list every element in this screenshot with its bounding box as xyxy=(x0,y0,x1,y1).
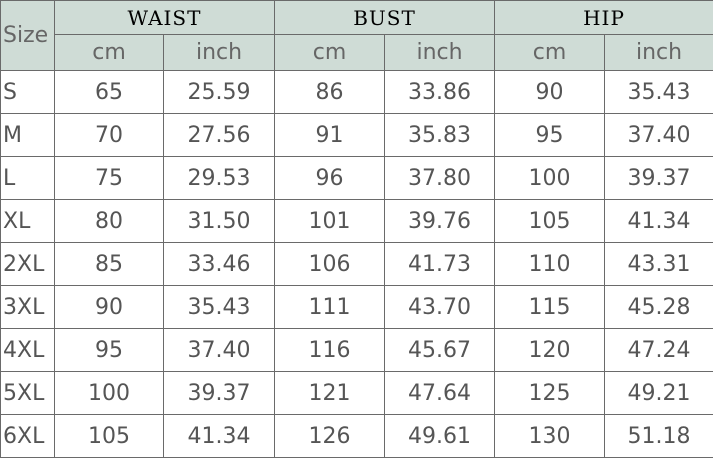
value-cell: 80 xyxy=(55,200,164,243)
value-cell: 95 xyxy=(55,329,164,372)
value-cell: 91 xyxy=(275,114,385,157)
unit-inch: inch xyxy=(605,35,713,71)
value-cell: 25.59 xyxy=(164,71,275,114)
size-cell: 6XL xyxy=(1,415,55,458)
value-cell: 45.28 xyxy=(605,286,713,329)
value-cell: 85 xyxy=(55,243,164,286)
value-cell: 49.61 xyxy=(385,415,495,458)
value-cell: 41.34 xyxy=(164,415,275,458)
value-cell: 39.37 xyxy=(605,157,713,200)
value-cell: 105 xyxy=(495,200,605,243)
value-cell: 101 xyxy=(275,200,385,243)
value-cell: 49.21 xyxy=(605,372,713,415)
value-cell: 35.43 xyxy=(605,71,713,114)
value-cell: 115 xyxy=(495,286,605,329)
value-cell: 70 xyxy=(55,114,164,157)
size-header: Size xyxy=(1,1,55,71)
value-cell: 39.37 xyxy=(164,372,275,415)
value-cell: 121 xyxy=(275,372,385,415)
value-cell: 43.70 xyxy=(385,286,495,329)
size-cell: 3XL xyxy=(1,286,55,329)
value-cell: 111 xyxy=(275,286,385,329)
value-cell: 100 xyxy=(495,157,605,200)
waist-header: WAIST xyxy=(55,1,275,35)
unit-cm: cm xyxy=(275,35,385,71)
size-cell: 2XL xyxy=(1,243,55,286)
value-cell: 105 xyxy=(55,415,164,458)
bust-header: BUST xyxy=(275,1,495,35)
unit-cm: cm xyxy=(55,35,164,71)
value-cell: 90 xyxy=(495,71,605,114)
value-cell: 116 xyxy=(275,329,385,372)
size-cell: L xyxy=(1,157,55,200)
value-cell: 33.46 xyxy=(164,243,275,286)
value-cell: 37.40 xyxy=(164,329,275,372)
value-cell: 86 xyxy=(275,71,385,114)
value-cell: 33.86 xyxy=(385,71,495,114)
value-cell: 130 xyxy=(495,415,605,458)
value-cell: 35.83 xyxy=(385,114,495,157)
value-cell: 65 xyxy=(55,71,164,114)
value-cell: 100 xyxy=(55,372,164,415)
value-cell: 31.50 xyxy=(164,200,275,243)
value-cell: 120 xyxy=(495,329,605,372)
unit-cm: cm xyxy=(495,35,605,71)
value-cell: 90 xyxy=(55,286,164,329)
value-cell: 29.53 xyxy=(164,157,275,200)
value-cell: 43.31 xyxy=(605,243,713,286)
size-cell: M xyxy=(1,114,55,157)
value-cell: 41.34 xyxy=(605,200,713,243)
value-cell: 27.56 xyxy=(164,114,275,157)
value-cell: 39.76 xyxy=(385,200,495,243)
size-cell: 5XL xyxy=(1,372,55,415)
unit-inch: inch xyxy=(164,35,275,71)
value-cell: 125 xyxy=(495,372,605,415)
value-cell: 47.24 xyxy=(605,329,713,372)
value-cell: 96 xyxy=(275,157,385,200)
value-cell: 106 xyxy=(275,243,385,286)
value-cell: 47.64 xyxy=(385,372,495,415)
value-cell: 51.18 xyxy=(605,415,713,458)
value-cell: 35.43 xyxy=(164,286,275,329)
value-cell: 126 xyxy=(275,415,385,458)
size-cell: 4XL xyxy=(1,329,55,372)
value-cell: 41.73 xyxy=(385,243,495,286)
value-cell: 37.40 xyxy=(605,114,713,157)
value-cell: 95 xyxy=(495,114,605,157)
value-cell: 110 xyxy=(495,243,605,286)
value-cell: 37.80 xyxy=(385,157,495,200)
hip-header: HIP xyxy=(495,1,713,35)
size-cell: S xyxy=(1,71,55,114)
value-cell: 75 xyxy=(55,157,164,200)
unit-inch: inch xyxy=(385,35,495,71)
size-cell: XL xyxy=(1,200,55,243)
value-cell: 45.67 xyxy=(385,329,495,372)
